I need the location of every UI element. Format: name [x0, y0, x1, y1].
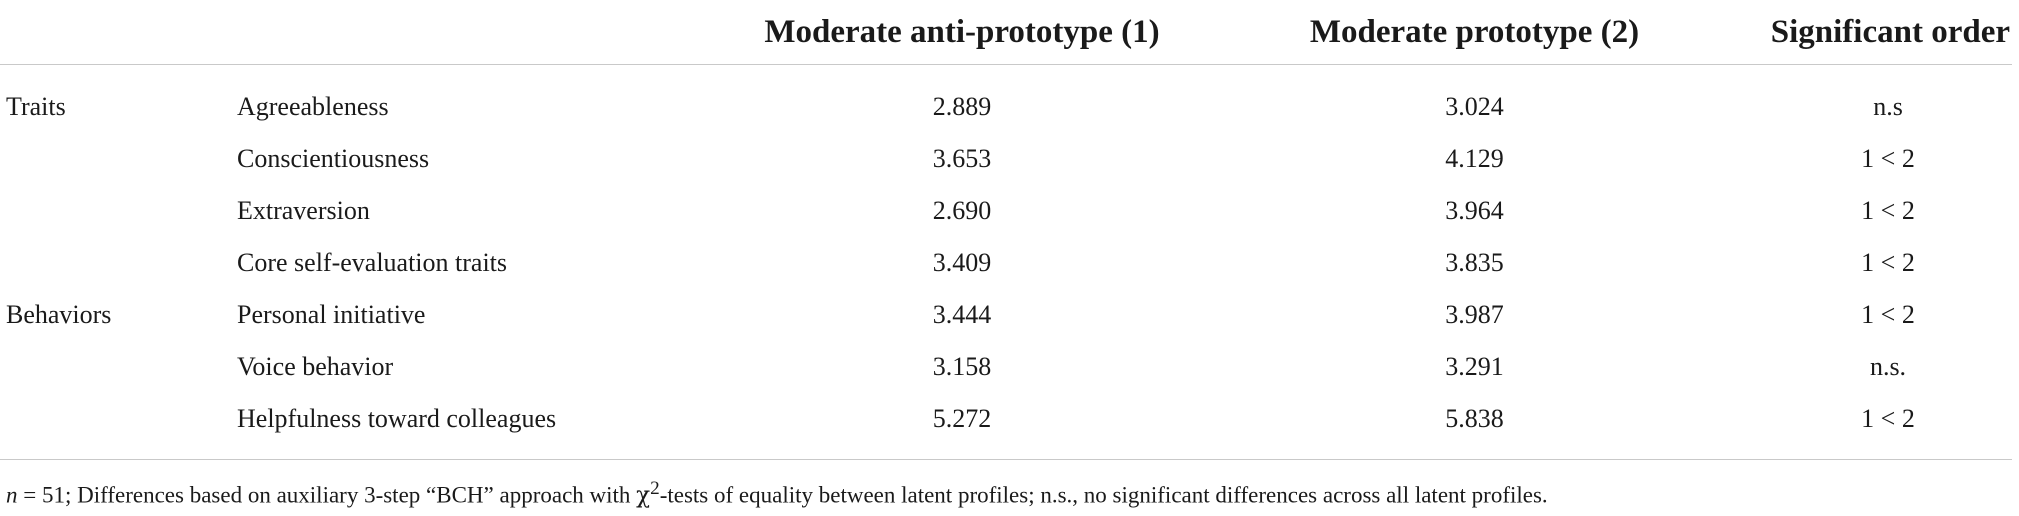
row-value-prototype: 3.964 [1445, 196, 1504, 225]
results-table-container: Moderate anti-prototype (1) Moderate pro… [0, 0, 2012, 460]
row-value-prototype: 3.987 [1445, 300, 1504, 329]
row-value-anti-prototype: 3.409 [932, 248, 992, 277]
table-row: Voice behavior 3.158 3.291 n.s. [0, 341, 2012, 393]
table-row: Behaviors Personal initiative 3.444 3.98… [0, 289, 2012, 341]
footnote-sample-text: = 51; Differences based on auxiliary 3-s… [17, 482, 637, 508]
row-value-prototype: 3.835 [1445, 248, 1504, 277]
row-variable: Conscientiousness [237, 144, 430, 173]
table-row: Core self-evaluation traits 3.409 3.835 … [0, 237, 2012, 289]
table-footnote: n = 51; Differences based on auxiliary 3… [6, 478, 1548, 509]
row-significant-order: 1 < 2 [1861, 144, 1915, 173]
header-moderate-anti-prototype: Moderate anti-prototype (1) [699, 0, 1225, 65]
row-category: Traits [6, 92, 66, 121]
row-value-anti-prototype: 5.272 [699, 393, 1225, 460]
row-value-anti-prototype: 3.653 [932, 144, 992, 173]
footnote-chi-symbol: χ [636, 482, 651, 509]
table-header: Moderate anti-prototype (1) Moderate pro… [0, 0, 2012, 65]
row-category [0, 185, 225, 237]
row-category [0, 237, 225, 289]
table-row: Helpfulness toward colleagues 5.272 5.83… [0, 393, 2012, 460]
footnote-n-symbol: n [6, 482, 18, 508]
row-variable: Voice behavior [237, 352, 394, 381]
footnote-rest-text: -tests of equality between latent profil… [659, 482, 1548, 508]
row-value-prototype: 4.129 [1445, 144, 1504, 173]
row-significant-order: 1 < 2 [1861, 300, 1915, 329]
row-value-anti-prototype: 3.444 [932, 300, 992, 329]
table-row: Conscientiousness 3.653 4.129 1 < 2 [0, 133, 2012, 185]
row-value-prototype: 5.838 [1225, 393, 1724, 460]
row-category [0, 393, 225, 460]
row-value-prototype: 3.024 [1445, 92, 1504, 121]
row-significant-order: n.s [1873, 92, 1903, 121]
table-row: Traits Agreeableness 2.889 3.024 n.s [0, 65, 2012, 134]
row-value-anti-prototype: 2.690 [932, 196, 992, 225]
header-significant-order: Significant order [1724, 0, 2012, 65]
header-row: Moderate anti-prototype (1) Moderate pro… [0, 0, 2012, 65]
row-variable: Helpfulness toward colleagues [225, 393, 699, 460]
row-significant-order: 1 < 2 [1861, 196, 1915, 225]
row-variable: Agreeableness [237, 92, 389, 121]
row-value-anti-prototype: 3.158 [932, 352, 992, 381]
row-category [0, 133, 225, 185]
table-body: Traits Agreeableness 2.889 3.024 n.s Con… [0, 65, 2012, 460]
row-significant-order: 1 < 2 [1861, 248, 1915, 277]
row-category [0, 341, 225, 393]
row-category: Behaviors [6, 300, 112, 329]
results-table: Moderate anti-prototype (1) Moderate pro… [0, 0, 2012, 460]
row-variable: Core self-evaluation traits [237, 248, 508, 277]
row-variable: Personal initiative [237, 300, 426, 329]
row-value-anti-prototype: 2.889 [932, 92, 992, 121]
row-significant-order: n.s. [1869, 352, 1907, 381]
footnote-chi-superscript: 2 [650, 478, 660, 499]
header-moderate-prototype: Moderate prototype (2) [1225, 0, 1724, 65]
header-variable [225, 0, 699, 65]
header-category [0, 0, 225, 65]
table-row: Extraversion 2.690 3.964 1 < 2 [0, 185, 2012, 237]
row-variable: Extraversion [237, 196, 370, 225]
row-significant-order: 1 < 2 [1724, 393, 2012, 460]
row-value-prototype: 3.291 [1445, 352, 1504, 381]
